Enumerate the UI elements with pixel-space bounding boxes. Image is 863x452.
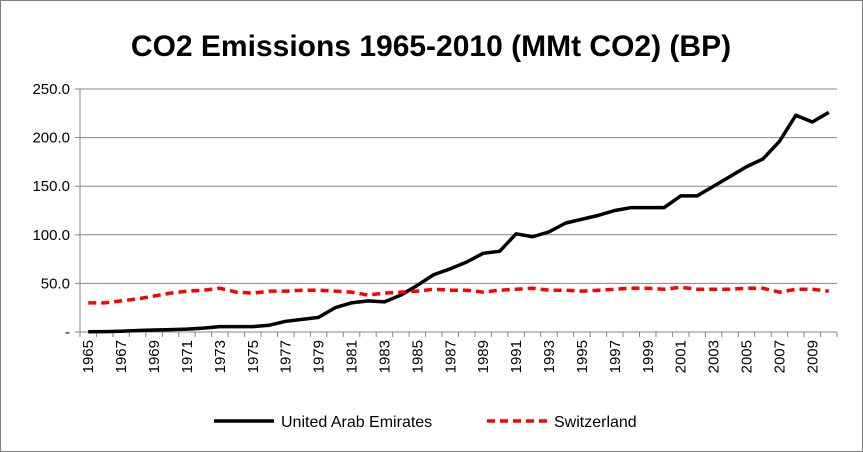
x-tick-label-1999: 1999 <box>640 340 657 373</box>
x-tick-label-1975: 1975 <box>245 340 262 373</box>
series-line-united-arab-emirates <box>88 110 830 334</box>
x-tick-label-2003: 2003 <box>706 340 723 373</box>
x-tick-label-1983: 1983 <box>376 340 393 373</box>
x-tick-label-1971: 1971 <box>179 340 196 373</box>
y-tick-label-3: 150.0 <box>32 178 70 195</box>
y-tick-label-2: 100.0 <box>32 227 70 244</box>
x-tick-label-1989: 1989 <box>475 340 492 373</box>
x-tick-label-1985: 1985 <box>409 340 426 373</box>
chart-title: CO2 Emissions 1965-2010 (MMt CO2) (BP) <box>131 30 731 63</box>
x-tick-label-1969: 1969 <box>146 340 163 373</box>
x-tick-label-1991: 1991 <box>508 340 525 373</box>
gridlines <box>80 88 837 284</box>
legend-label-united-arab-emirates: United Arab Emirates <box>281 414 432 431</box>
y-tick-label-5: 250.0 <box>32 81 70 98</box>
x-tick-label-1995: 1995 <box>574 340 591 373</box>
x-tick-label-1993: 1993 <box>541 340 558 373</box>
x-tick-label-2009: 2009 <box>804 340 821 373</box>
legend-label-switzerland: Switzerland <box>554 414 637 431</box>
y-tick-label-0: - <box>65 324 70 341</box>
x-tick-label-1987: 1987 <box>442 340 459 373</box>
axes: - 50.0 100.0 150.0 200.0 250.0 1965 1967 1969 197… <box>32 81 838 373</box>
series-line-switzerland <box>88 285 829 305</box>
x-tick-label-1967: 1967 <box>113 340 130 373</box>
x-tick-label-2007: 2007 <box>771 340 788 373</box>
x-tick-label-1965: 1965 <box>80 340 97 373</box>
x-tick-label-2001: 2001 <box>673 340 690 373</box>
y-tick-label-4: 200.0 <box>32 130 70 147</box>
y-tick-label-1: 50.0 <box>41 275 70 292</box>
series-lines <box>88 110 830 334</box>
x-tick-label-1977: 1977 <box>278 340 295 373</box>
x-tick-label-1981: 1981 <box>344 340 361 373</box>
x-tick-label-1973: 1973 <box>212 340 229 373</box>
x-tick-label-1979: 1979 <box>311 340 328 373</box>
legend: United Arab Emirates Switzerland <box>214 414 637 431</box>
x-tick-label-1997: 1997 <box>607 340 624 373</box>
x-tick-label-2005: 2005 <box>738 340 755 373</box>
